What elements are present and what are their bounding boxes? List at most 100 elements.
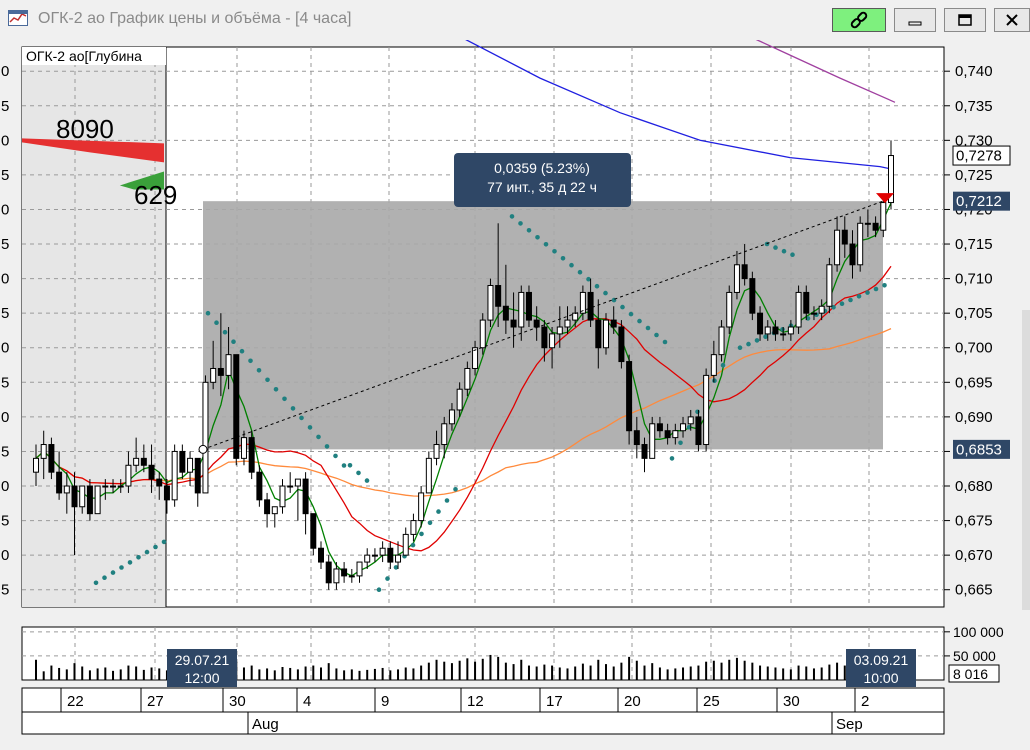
candle <box>618 326 625 363</box>
candle <box>48 444 55 473</box>
candle <box>140 457 147 466</box>
window-title: ОГК-2 ао График цены и объёма - [4 часа] <box>38 10 352 27</box>
sar-dot <box>848 297 853 303</box>
sar-dot <box>773 245 778 250</box>
candle <box>549 333 556 349</box>
sar-dot <box>737 345 743 351</box>
range-low-price-label: 0,6853 <box>956 441 1002 458</box>
candle <box>587 291 594 321</box>
sar-dot <box>290 406 296 411</box>
y-tick-label-left: 0 <box>1 547 9 564</box>
chart-window[interactable]: ОГК-2 ао[Глубина 8090 629 0,0359 (5.23%)… <box>0 40 1030 750</box>
sar-dot <box>720 362 726 368</box>
candle <box>579 291 586 314</box>
vertical-scrollbar[interactable] <box>1022 310 1030 610</box>
sar-dot <box>865 290 870 295</box>
y-tick-label: 0,740 <box>955 63 993 80</box>
trend-start-point[interactable] <box>198 444 208 454</box>
candle <box>718 326 725 356</box>
minimize-button[interactable] <box>894 8 936 32</box>
instrument-label-box <box>22 47 166 65</box>
measure-change: 0,0359 (5.23%) <box>494 160 590 176</box>
candle <box>495 285 502 307</box>
sar-dot <box>356 470 361 476</box>
y-tick-label-left: 5 <box>1 305 9 322</box>
sar-dot <box>347 463 353 468</box>
sar-dot <box>214 320 219 326</box>
sar-dot <box>282 396 287 402</box>
y-tick-label: 0,700 <box>955 340 993 357</box>
sar-dot <box>560 256 566 261</box>
ma-blue-line <box>465 40 894 171</box>
candle <box>803 291 810 314</box>
candle <box>240 437 247 459</box>
day-label: 20 <box>624 693 641 710</box>
candle <box>402 533 409 556</box>
candle <box>610 319 617 328</box>
price-flag-current: 0,7278 <box>952 145 1011 166</box>
sar-dot <box>839 301 845 307</box>
sar-dot <box>436 509 441 514</box>
y-tick-label-left: 5 <box>1 167 9 184</box>
candle <box>826 264 833 307</box>
arrow-down-icon <box>876 193 894 204</box>
candle <box>410 520 417 535</box>
ma-purple-line <box>755 40 896 103</box>
y-tick-label: 0,675 <box>955 513 993 530</box>
sar-dot <box>518 221 523 226</box>
candle <box>864 222 871 225</box>
y-tick-label: 0,705 <box>955 305 993 322</box>
sar-dot <box>265 377 270 383</box>
candle <box>626 361 633 432</box>
candle <box>595 319 602 349</box>
sar-dot <box>444 498 450 503</box>
sar-dot <box>662 339 668 345</box>
sar-dot <box>119 565 124 570</box>
candle <box>387 547 394 563</box>
sar-dot <box>333 453 338 459</box>
ask-volume-bar <box>22 138 164 163</box>
candle <box>664 430 671 439</box>
candle <box>395 554 402 563</box>
y-tick-label-left: 5 <box>1 236 9 253</box>
link-button[interactable] <box>832 8 886 32</box>
candle <box>117 485 124 488</box>
candle <box>818 305 825 314</box>
cursor-start-label <box>167 649 237 687</box>
sar-dot <box>586 276 591 282</box>
y-tick-label: 0,695 <box>955 374 993 391</box>
close-button[interactable] <box>994 8 1030 32</box>
candle <box>479 319 486 349</box>
candle <box>379 547 386 556</box>
sar-dot <box>882 283 887 288</box>
candle <box>841 229 848 245</box>
sar-dot <box>637 318 642 324</box>
sar-dot <box>427 520 433 526</box>
sar-dot <box>746 341 751 347</box>
candle <box>525 291 532 321</box>
candle <box>487 285 494 321</box>
restore-button[interactable] <box>944 8 986 32</box>
sar-dot <box>805 316 811 321</box>
sar-dot <box>93 580 99 586</box>
candle <box>187 457 194 473</box>
candle <box>888 155 894 204</box>
day-label: 27 <box>147 693 164 710</box>
candle <box>880 202 887 231</box>
candle <box>248 437 255 473</box>
y-tick-label-left: 5 <box>1 374 9 391</box>
sar-dot <box>248 358 253 364</box>
sar-dot <box>144 549 150 555</box>
candle <box>217 367 224 376</box>
horizontal-scrollbar[interactable] <box>0 737 1030 750</box>
sar-dot <box>393 565 399 570</box>
sar-dot <box>577 269 583 275</box>
candle <box>472 347 479 369</box>
price-volume-chart[interactable]: ОГК-2 ао[Глубина 8090 629 0,0359 (5.23%)… <box>0 40 1030 750</box>
day-label: 4 <box>303 693 311 710</box>
candle <box>757 312 764 335</box>
candle <box>125 464 132 487</box>
sar-dot <box>385 576 390 581</box>
sar-dot <box>110 570 116 575</box>
sar-dot <box>628 311 634 317</box>
